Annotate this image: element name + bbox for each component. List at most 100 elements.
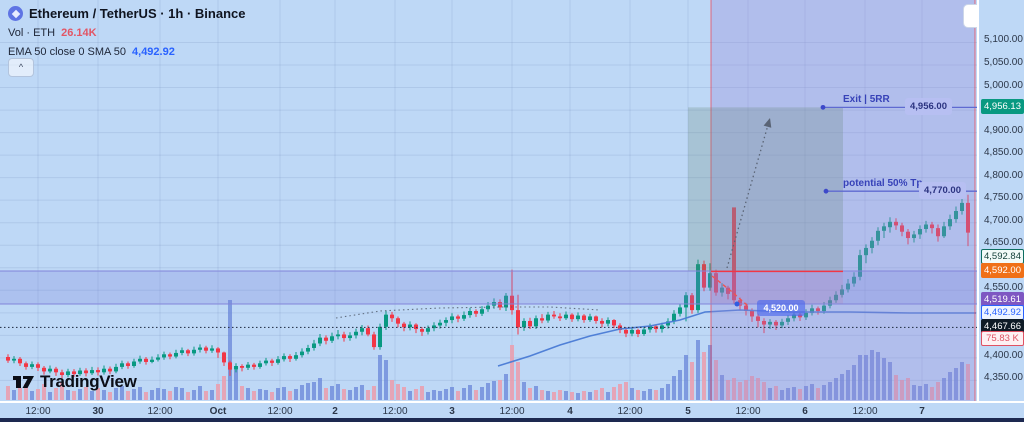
candle-body <box>846 283 850 290</box>
volume-bar <box>66 390 70 400</box>
tradingview-mark-icon <box>13 376 34 388</box>
candle-body <box>834 294 838 301</box>
volume-bar <box>714 360 718 400</box>
symbol-title: Ethereum / TetherUS · 1h · Binance <box>29 6 246 21</box>
volume-bar <box>558 390 562 400</box>
price-tick-label: 4,650.00 <box>984 237 1023 249</box>
volume-bar <box>936 382 940 400</box>
candle-body <box>258 363 262 367</box>
candle-body <box>684 295 688 308</box>
volume-label: Vol · ETH <box>8 26 56 39</box>
time-axis[interactable]: 12:00 30 12:00 Oct 12:00 2 12:00 3 12:00 4 12:00 5 1… <box>0 401 1024 420</box>
volume-bar <box>582 391 586 400</box>
price-axis[interactable]: 5,100.00 5,050.00 5,000.00 4,900.00 4,850.00… <box>977 0 1024 401</box>
candle-body <box>408 324 412 328</box>
chart-canvas[interactable] <box>0 0 977 401</box>
candle-body <box>312 343 316 348</box>
candle-body <box>600 320 604 324</box>
candle-body <box>924 224 928 230</box>
exit-price-chip[interactable]: 4,956.00 <box>905 98 952 116</box>
exit-annotation-text[interactable]: Exit | 5RR <box>843 94 890 106</box>
volume-bar <box>606 392 610 400</box>
volume-bar <box>228 300 232 400</box>
position-handle-dot <box>734 301 740 307</box>
volume-bar <box>54 388 58 400</box>
volume-bar <box>912 385 916 400</box>
price-axis-badge-green: 4,956.13 <box>981 99 1024 115</box>
candle-body <box>240 366 244 368</box>
volume-bar <box>180 388 184 400</box>
price-tick-label: 4,800.00 <box>984 169 1023 181</box>
volume-bar <box>168 391 172 400</box>
time-tick-label: 6 <box>802 406 808 417</box>
candle-body <box>192 349 196 354</box>
volume-bar <box>642 391 646 400</box>
candle-body <box>210 348 214 351</box>
volume-bar <box>486 383 490 400</box>
volume-bar <box>924 384 928 400</box>
volume-bar <box>390 380 394 400</box>
tp-annotation-text[interactable]: potential 50% Tp <box>843 178 923 190</box>
volume-bar <box>444 389 448 400</box>
volume-bar <box>456 391 460 400</box>
volume-bar <box>258 389 262 400</box>
candle-body <box>288 356 292 359</box>
candle-body <box>102 368 106 373</box>
candle-body <box>852 276 856 284</box>
profit-zone-box <box>688 107 843 271</box>
volume-bar <box>378 355 382 400</box>
projection-arrow-head <box>763 118 772 128</box>
volume-bar <box>162 389 166 400</box>
volume-bar <box>546 391 550 400</box>
candle-body <box>966 202 970 233</box>
volume-bar <box>366 390 370 400</box>
candle-body <box>960 202 964 211</box>
volume-bar <box>492 381 496 400</box>
highlight-vertical-band <box>711 0 975 401</box>
candle-body <box>576 315 580 320</box>
volume-bar <box>654 390 658 400</box>
volume-bar <box>336 384 340 400</box>
volume-bar <box>252 391 256 400</box>
volume-bar <box>750 376 754 400</box>
volume-bar <box>498 380 502 400</box>
legend-collapse-button[interactable]: ^ <box>8 58 34 77</box>
candle-body <box>534 318 538 327</box>
volume-bar <box>324 388 328 400</box>
candle-body <box>738 300 742 306</box>
candle-body <box>30 364 34 367</box>
position-price-label[interactable]: 4,520.00 <box>757 300 805 316</box>
volume-bar <box>852 365 856 400</box>
candle-body <box>948 219 952 227</box>
time-tick-label: 12:00 <box>147 406 173 417</box>
tradingview-logo-text: TradingView <box>40 372 137 391</box>
volume-bar <box>426 392 430 400</box>
symbol-legend-row[interactable]: Ethereum / TetherUS · 1h · Binance <box>8 4 245 23</box>
candle-body <box>144 358 148 362</box>
candle-body <box>216 348 220 353</box>
candle-body <box>204 347 208 351</box>
volume-bar <box>132 389 136 400</box>
volume-legend-row[interactable]: Vol · ETH 26.14K <box>8 23 245 42</box>
volume-bar <box>882 358 886 400</box>
volume-bar <box>564 391 568 400</box>
ma-legend-row[interactable]: EMA 50 close 0 SMA 50 4,492.92 <box>8 42 245 61</box>
candle-body <box>468 311 472 316</box>
candle-body <box>378 326 382 348</box>
tp-price-chip[interactable]: 4,770.00 <box>919 182 966 200</box>
volume-bar <box>516 362 520 400</box>
candle-body <box>432 325 436 329</box>
volume-bar <box>198 386 202 400</box>
volume-bar <box>120 386 124 400</box>
volume-bar <box>774 386 778 400</box>
volume-bar <box>636 390 640 400</box>
candle-body <box>480 309 484 314</box>
candle-body <box>582 315 586 321</box>
candle-body <box>660 325 664 330</box>
tradingview-logo[interactable]: TradingView <box>12 372 137 392</box>
ema-dotted-line <box>335 306 601 319</box>
candle-body <box>804 312 808 318</box>
time-tick-label: 4 <box>567 406 573 417</box>
volume-bar <box>18 388 22 400</box>
